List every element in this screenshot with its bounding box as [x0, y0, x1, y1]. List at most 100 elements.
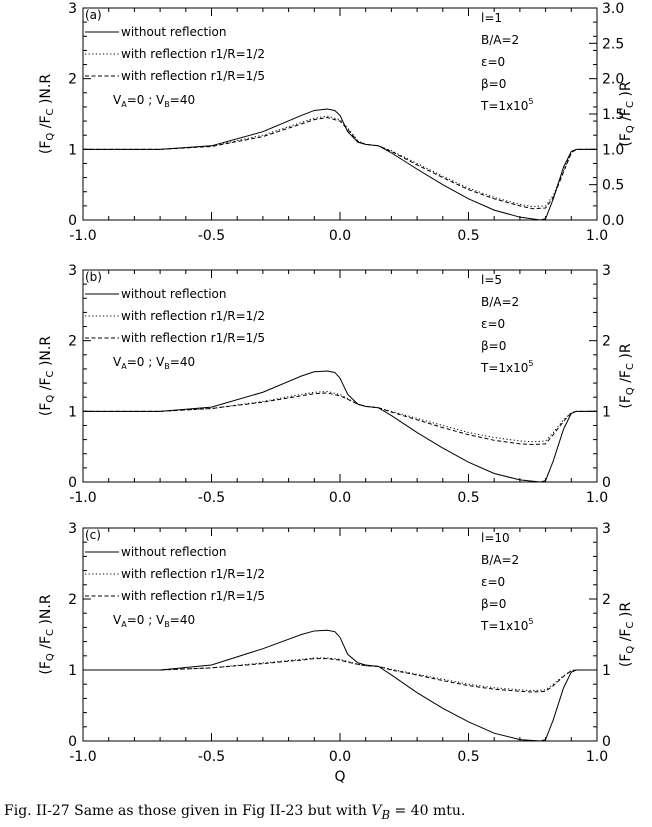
- y-left-tick-label: 1: [68, 142, 77, 158]
- slash: /: [38, 123, 54, 132]
- temperature-exponent: 5: [528, 617, 533, 626]
- flux-symbol: F: [38, 377, 54, 385]
- legend-label: with reflection r1/R=1/2: [121, 309, 265, 323]
- paren: (: [618, 403, 634, 408]
- y-right-tick-label: 1: [602, 404, 611, 420]
- paren: ): [38, 361, 54, 371]
- label-suffix: R: [618, 81, 634, 91]
- v-subscript: A: [121, 362, 127, 371]
- chart-panel: -1.0 -0.5 0.0 0.5 1.0 0 1 2 3 0.0 0.5 1.0 1.5 2.0 2.5 3…: [38, 1, 636, 244]
- plot-frame: [82, 7, 598, 221]
- param-l: l=5: [481, 273, 502, 287]
- param-temperature: T=1x105: [480, 359, 533, 375]
- v-symbol: V: [113, 93, 122, 107]
- legend-label: with reflection r1/R=1/2: [121, 567, 265, 581]
- param-epsilon: ε=0: [481, 55, 505, 69]
- x-tick-label: 0.0: [329, 749, 351, 765]
- y-right-tick-label: 3: [602, 263, 611, 279]
- flux-symbol: F: [618, 395, 634, 403]
- flux-subscript: Q: [45, 395, 56, 403]
- figure-caption: Fig. II-27 Same as those given in Fig II…: [4, 803, 465, 822]
- v-symbol: V: [113, 355, 122, 369]
- y-axis-label-right: (FQ /FC )R: [618, 81, 636, 147]
- series-line-solid: [83, 370, 597, 483]
- slash: /: [38, 385, 54, 394]
- y-left-tick-label: 1: [68, 663, 77, 679]
- v-value: =40: [170, 613, 195, 627]
- paren: (: [38, 411, 54, 416]
- param-temperature: T=1x105: [480, 617, 533, 633]
- flux-subscript: Q: [45, 653, 56, 661]
- temperature-base: T=1x10: [480, 361, 528, 375]
- paren: (: [618, 141, 634, 146]
- epsilon-value: =0: [488, 317, 506, 331]
- beta-symbol: β: [481, 77, 489, 91]
- flux-subscript: C: [45, 629, 56, 636]
- param-ba: B/A=2: [481, 553, 519, 567]
- series-line-dotted: [83, 391, 597, 443]
- y-left-tick-label: 2: [68, 72, 77, 88]
- y-right-tick-label: 0: [602, 475, 611, 491]
- param-l: l=1: [481, 11, 502, 25]
- flux-symbol: F: [38, 141, 54, 149]
- legend-label: with reflection r1/R=1/5: [121, 589, 265, 603]
- y-left-tick-label: 3: [68, 521, 77, 537]
- plot-frame: [82, 527, 598, 742]
- series-line-solid: [83, 629, 597, 742]
- panel-label: (b): [85, 270, 102, 284]
- flux-symbol: F: [618, 654, 634, 662]
- y-right-tick-label: 0.5: [602, 178, 624, 194]
- beta-value: =0: [489, 597, 507, 611]
- temperature-exponent: 5: [528, 97, 533, 106]
- y-axis-label-left: (FQ /FC )N.R: [38, 336, 56, 416]
- x-tick-label: 0.0: [329, 228, 351, 244]
- velocity-label: VA=0 ; VB=40: [113, 93, 195, 109]
- v-subscript: B: [164, 100, 170, 109]
- panel-label: (c): [85, 528, 101, 542]
- y-left-tick-label: 1: [68, 404, 77, 420]
- x-tick-label: 1.0: [586, 749, 608, 765]
- legend-label: without reflection: [121, 25, 227, 39]
- y-axis-label-left: (FQ /FC )N.R: [38, 74, 56, 154]
- series-line-solid: [83, 108, 597, 221]
- y-right-tick-label: 0.0: [602, 213, 624, 229]
- velocity-label: VA=0 ; VB=40: [113, 613, 195, 629]
- x-tick-label: 0.5: [457, 228, 479, 244]
- flux-subscript: Q: [625, 125, 636, 133]
- flux-subscript: Q: [625, 646, 636, 654]
- epsilon-value: =0: [488, 55, 506, 69]
- caption-prefix: Fig. II-27 Same as those given in Fig II…: [4, 803, 372, 819]
- x-tick-label: -0.5: [198, 749, 225, 765]
- v-symbol: V: [113, 613, 122, 627]
- flux-symbol: F: [38, 403, 54, 411]
- y-axis-label-right: (FQ /FC )R: [618, 602, 636, 668]
- flux-symbol: F: [618, 133, 634, 141]
- label-suffix: N.R: [38, 74, 54, 99]
- beta-value: =0: [489, 77, 507, 91]
- temperature-exponent: 5: [528, 359, 533, 368]
- legend-label: without reflection: [121, 287, 227, 301]
- y-right-tick-label: 0: [602, 734, 611, 750]
- series-line-dotted: [83, 115, 597, 208]
- v-value: =0 ;: [127, 613, 156, 627]
- v-subscript: B: [164, 362, 170, 371]
- y-left-tick-label: 2: [68, 334, 77, 350]
- y-right-tick-label: 1.0: [602, 142, 624, 158]
- paren: (: [38, 669, 54, 674]
- y-left-tick-label: 3: [68, 263, 77, 279]
- paren: (: [38, 149, 54, 154]
- caption-subscript: B: [381, 807, 391, 822]
- param-temperature: T=1x105: [480, 97, 533, 113]
- v-value: =0 ;: [127, 93, 156, 107]
- v-symbol: V: [156, 613, 165, 627]
- legend-label: without reflection: [121, 545, 227, 559]
- x-tick-label: 0.0: [329, 490, 351, 506]
- label-suffix: N.R: [38, 594, 54, 619]
- y-right-tick-label: 2.5: [602, 36, 624, 52]
- flux-symbol: F: [618, 629, 634, 637]
- flux-subscript: C: [625, 363, 636, 370]
- slash: /: [38, 644, 54, 653]
- paren: ): [38, 99, 54, 109]
